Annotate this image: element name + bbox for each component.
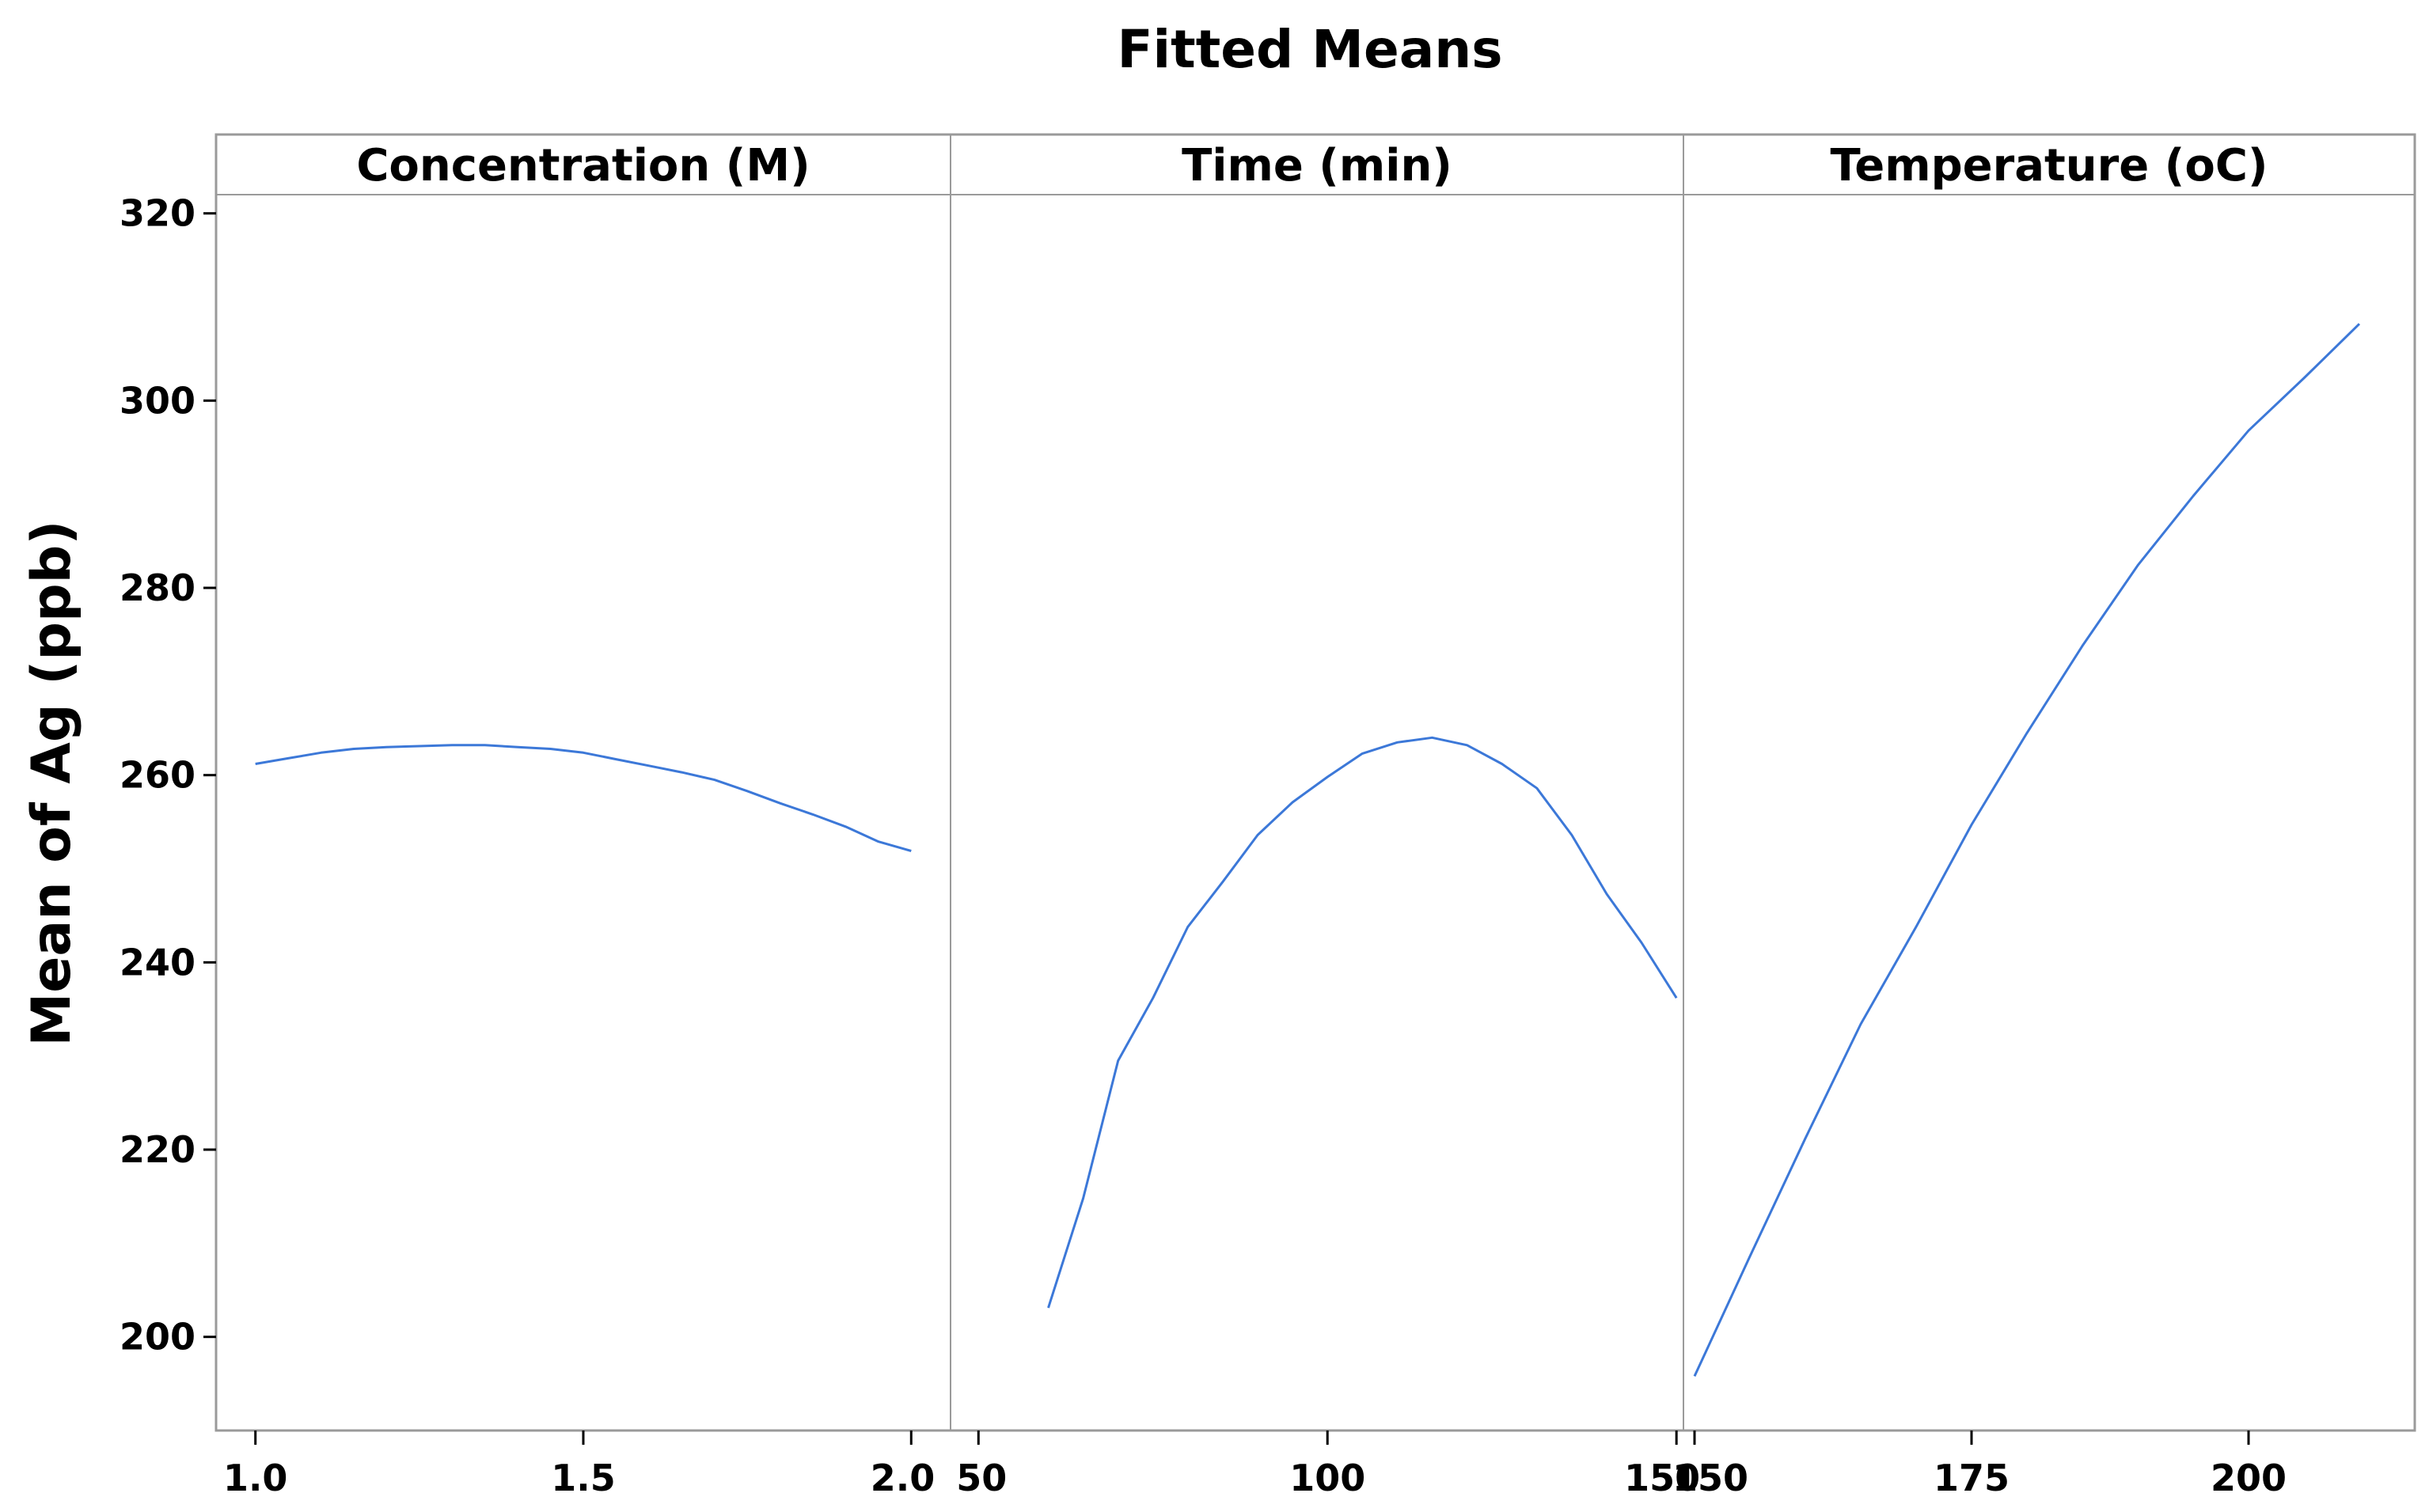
plot-layer: 200 220 240 260 280 300 320 Concentration (M) 1.… — [120, 133, 2416, 1499]
y-tick-label: 280 — [120, 567, 195, 609]
panel-title: Concentration (M) — [356, 140, 810, 191]
x-tick-label: 150 — [1672, 1457, 1748, 1499]
panel-title: Time (min) — [1182, 140, 1452, 191]
x-tick-label: 50 — [956, 1457, 1007, 1499]
fitted-mean-line — [255, 744, 912, 852]
x-tick-label: 175 — [1934, 1457, 2010, 1499]
x-tick-label: 150 — [1624, 1457, 1700, 1499]
y-tick-label: 220 — [120, 1128, 195, 1171]
y-tick-label: 320 — [120, 192, 195, 235]
y-tick-label: 300 — [120, 379, 195, 422]
x-tick-label: 2.0 — [871, 1457, 936, 1499]
fitted-mean-line — [1047, 736, 1678, 1309]
x-tick-label: 200 — [2211, 1457, 2287, 1499]
x-tick-label: 1.5 — [551, 1457, 616, 1499]
panel-title: Temperature (oC) — [1830, 140, 2268, 191]
fitted-mean-line — [1693, 323, 2361, 1377]
plot-frame — [214, 133, 2416, 1432]
x-tick-label: 1.0 — [223, 1457, 288, 1499]
y-tick-label: 200 — [120, 1316, 195, 1359]
y-tick-label: 240 — [120, 941, 195, 983]
chart-title: Fitted Means — [1117, 19, 1502, 80]
x-tick-label: 100 — [1289, 1457, 1365, 1499]
y-tick-label: 260 — [120, 754, 195, 797]
y-axis-label: Mean of Ag (ppb) — [21, 521, 83, 1047]
